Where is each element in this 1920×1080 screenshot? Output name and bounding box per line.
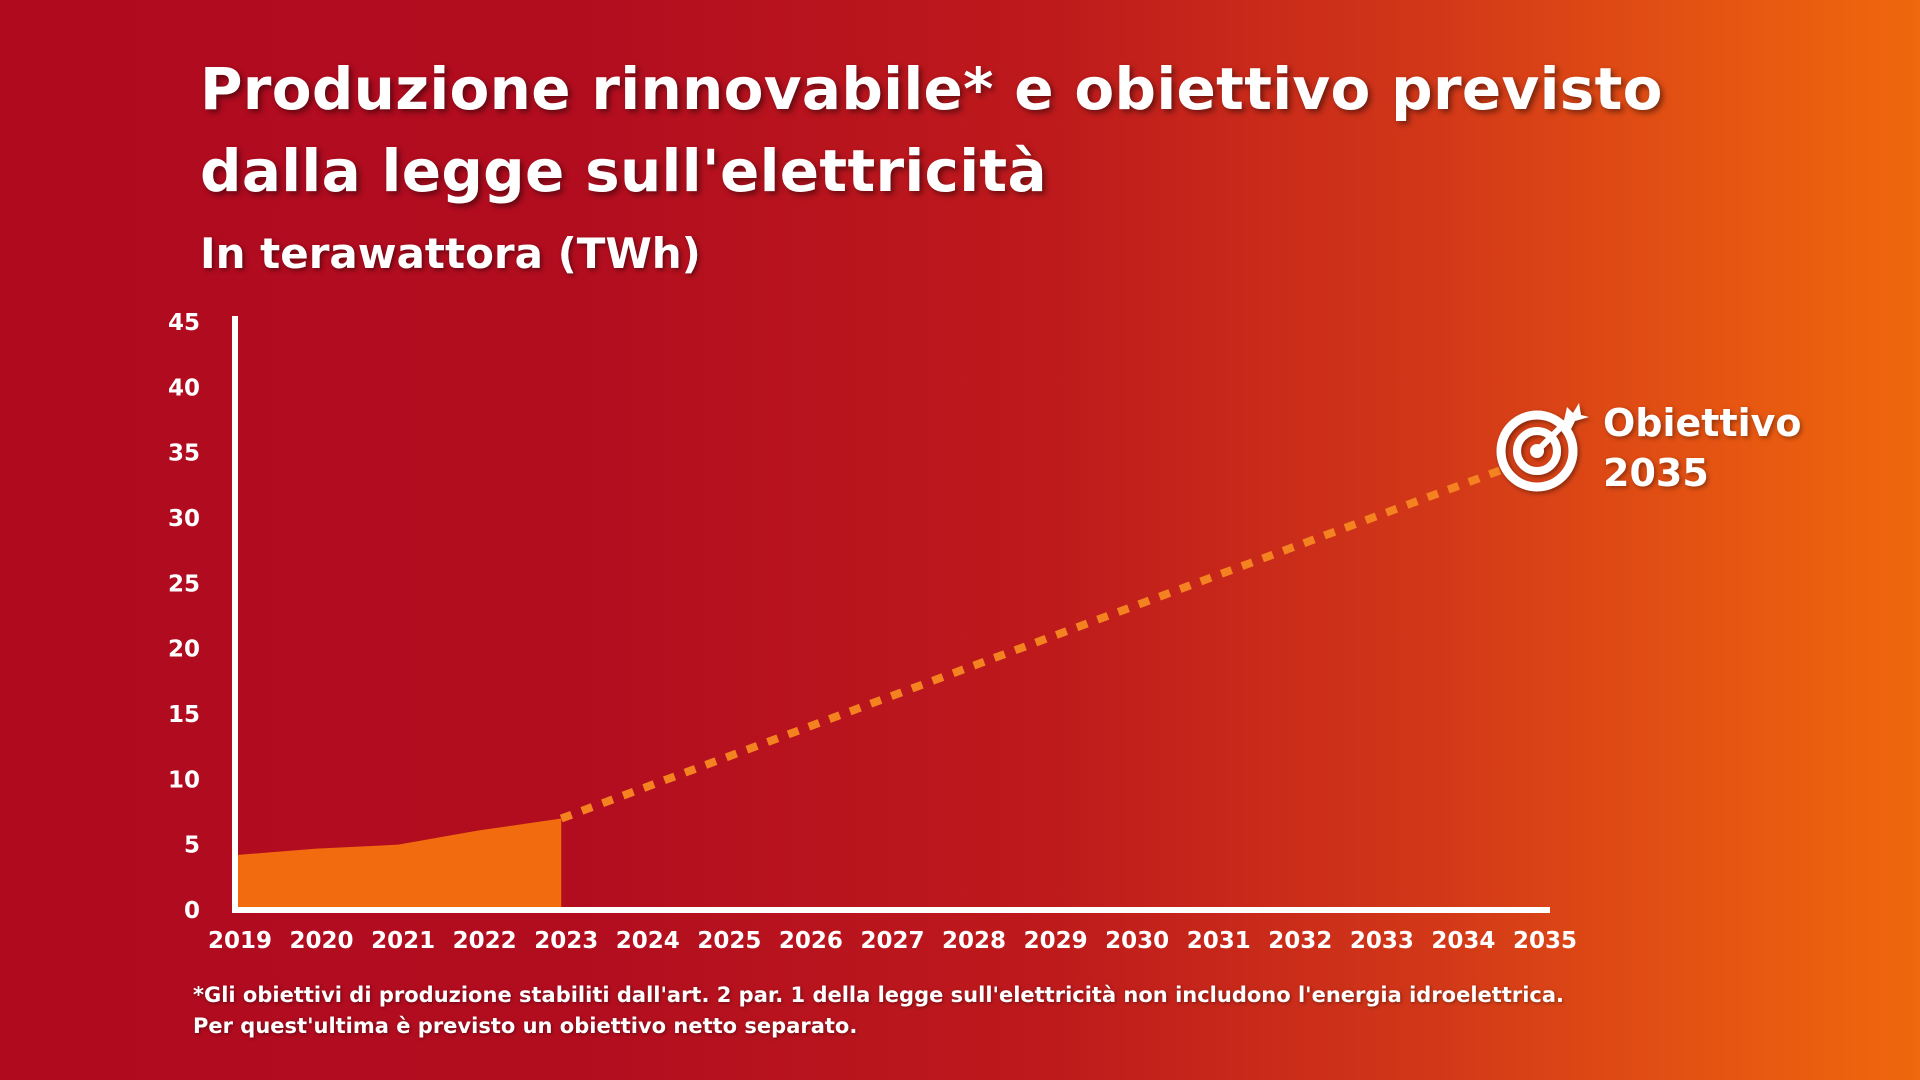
- production-area: [235, 818, 562, 910]
- chart-subtitle: In terawattora (TWh): [200, 229, 701, 278]
- y-tick-label: 20: [168, 637, 200, 663]
- x-tick-label: 2019: [208, 928, 272, 954]
- target-label-line2: 2035: [1603, 451, 1709, 495]
- x-tick-label: 2035: [1513, 928, 1577, 954]
- target-dashed-line: [559, 465, 1504, 823]
- target-label-line1: Obiettivo: [1603, 401, 1802, 445]
- x-tick-label: 2027: [860, 928, 924, 954]
- x-tick-label: 2029: [1024, 928, 1088, 954]
- target-middle-ring: [1513, 427, 1561, 475]
- y-tick-label: 5: [184, 833, 200, 859]
- footnote: *Gli obiettivi di produzione stabiliti d…: [193, 983, 1565, 1038]
- target-label: Obiettivo 2035: [1603, 398, 1802, 498]
- x-tick-label: 2022: [453, 928, 517, 954]
- x-tick-label: 2033: [1350, 928, 1414, 954]
- target-arrow-fletching: [1563, 403, 1589, 429]
- y-tick-label: 45: [168, 310, 200, 336]
- target-line-layer: [559, 465, 1504, 823]
- x-tick-label: 2032: [1268, 928, 1332, 954]
- production-area-layer: [235, 818, 562, 910]
- x-tick-label: 2023: [534, 928, 598, 954]
- target-icon-layer: [1496, 403, 1589, 492]
- x-tick-label: 2030: [1105, 928, 1169, 954]
- x-tick-label: 2031: [1187, 928, 1251, 954]
- y-tick-label: 40: [168, 375, 200, 401]
- y-tick-label: 30: [168, 506, 200, 532]
- x-tick-label: 2021: [371, 928, 435, 954]
- target-with-arrow-icon: [1496, 403, 1589, 492]
- x-tick-label: 2020: [290, 928, 354, 954]
- x-tick-label: 2028: [942, 928, 1006, 954]
- y-tick-label: 25: [168, 571, 200, 597]
- x-tick-label: 2024: [616, 928, 680, 954]
- axes-layer: [232, 316, 1550, 913]
- y-tick-label: 15: [168, 702, 200, 728]
- y-tick-label: 0: [184, 898, 200, 924]
- x-tick-label: 2025: [697, 928, 761, 954]
- x-tick-label: 2034: [1431, 928, 1495, 954]
- y-tick-label: 35: [168, 441, 200, 467]
- chart-title: Produzione rinnovabile* e obiettivo prev…: [200, 55, 1663, 205]
- y-tick-label: 10: [168, 767, 200, 793]
- target-outer-ring: [1496, 410, 1578, 492]
- x-tick-label: 2026: [779, 928, 843, 954]
